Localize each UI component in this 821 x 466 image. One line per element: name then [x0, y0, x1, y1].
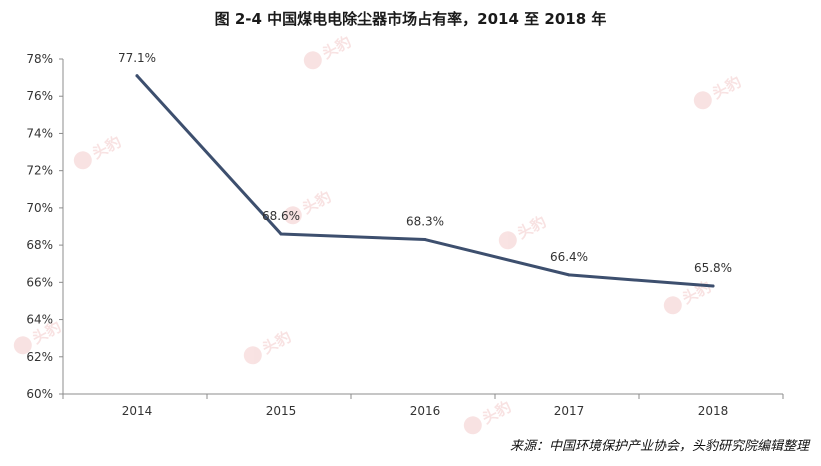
x-tick-label: 2018: [698, 404, 729, 418]
y-tick-label: 78%: [26, 52, 53, 66]
watermark-logo: 头豹: [498, 213, 549, 250]
x-tick-label: 2017: [554, 404, 585, 418]
data-point: [423, 238, 427, 242]
watermark-text: 头豹: [479, 398, 514, 428]
watermark-logo-mark: [73, 151, 92, 170]
watermark-logo-mark: [243, 346, 262, 365]
watermark-text: 头豹: [514, 213, 549, 243]
y-tick-label: 68%: [26, 238, 53, 252]
data-label: 66.4%: [550, 250, 588, 264]
source-note: 来源：中国环境保护产业协会，头豹研究院编辑整理: [509, 439, 809, 454]
watermark-text: 头豹: [89, 133, 124, 163]
y-tick-label: 62%: [26, 350, 53, 364]
y-tick-label: 72%: [26, 164, 53, 178]
watermark-logo: 头豹: [693, 73, 744, 110]
data-label: 68.3%: [406, 215, 444, 229]
watermark-text: 头豹: [679, 278, 714, 308]
series-line: [135, 74, 715, 288]
watermark-logo-mark: [693, 91, 712, 110]
watermark-logo: 头豹: [463, 398, 514, 435]
axes: 60% 62% 64% 66% 68% 70% 72% 74% 76% 78% 2014 2015 20…: [26, 52, 784, 418]
data-point: [135, 74, 139, 78]
data-label: 65.8%: [694, 261, 732, 275]
data-point: [279, 232, 283, 236]
x-tick-label: 2015: [266, 404, 297, 418]
y-tick-label: 76%: [26, 89, 53, 103]
chart-title: 图 2-4 中国煤电电除尘器市场占有率，2014 至 2018 年: [214, 10, 607, 28]
data-label: 77.1%: [118, 51, 156, 65]
series-layer: [135, 74, 715, 288]
watermark-text: 头豹: [709, 73, 744, 103]
watermark-logo-mark: [303, 51, 322, 70]
watermark-logo: 头豹: [303, 33, 354, 70]
x-tick-label: 2016: [410, 404, 441, 418]
data-point: [711, 284, 715, 288]
y-tick-label: 74%: [26, 126, 53, 140]
watermark-logo-mark: [663, 296, 682, 315]
data-point: [567, 273, 571, 277]
data-labels: 77.1% 68.6% 68.3% 66.4% 65.8%: [118, 51, 732, 288]
y-tick-label: 70%: [26, 201, 53, 215]
y-tick-label: 60%: [26, 387, 53, 401]
watermark-text: 头豹: [299, 188, 334, 218]
y-tick-label: 66%: [26, 275, 53, 289]
x-tick-label: 2014: [122, 404, 153, 418]
watermark-logo-mark: [463, 416, 482, 435]
watermark-logo: 头豹: [73, 133, 124, 170]
watermark-text: 头豹: [319, 33, 354, 63]
y-tick-label: 64%: [26, 313, 53, 327]
watermark-logo-mark: [13, 336, 32, 355]
watermark-logo: 头豹: [243, 328, 294, 365]
watermark-text: 头豹: [259, 328, 294, 358]
data-label: 68.6%: [262, 209, 300, 223]
watermark-logo-mark: [498, 231, 517, 250]
watermark-logo-mark: [283, 206, 302, 225]
